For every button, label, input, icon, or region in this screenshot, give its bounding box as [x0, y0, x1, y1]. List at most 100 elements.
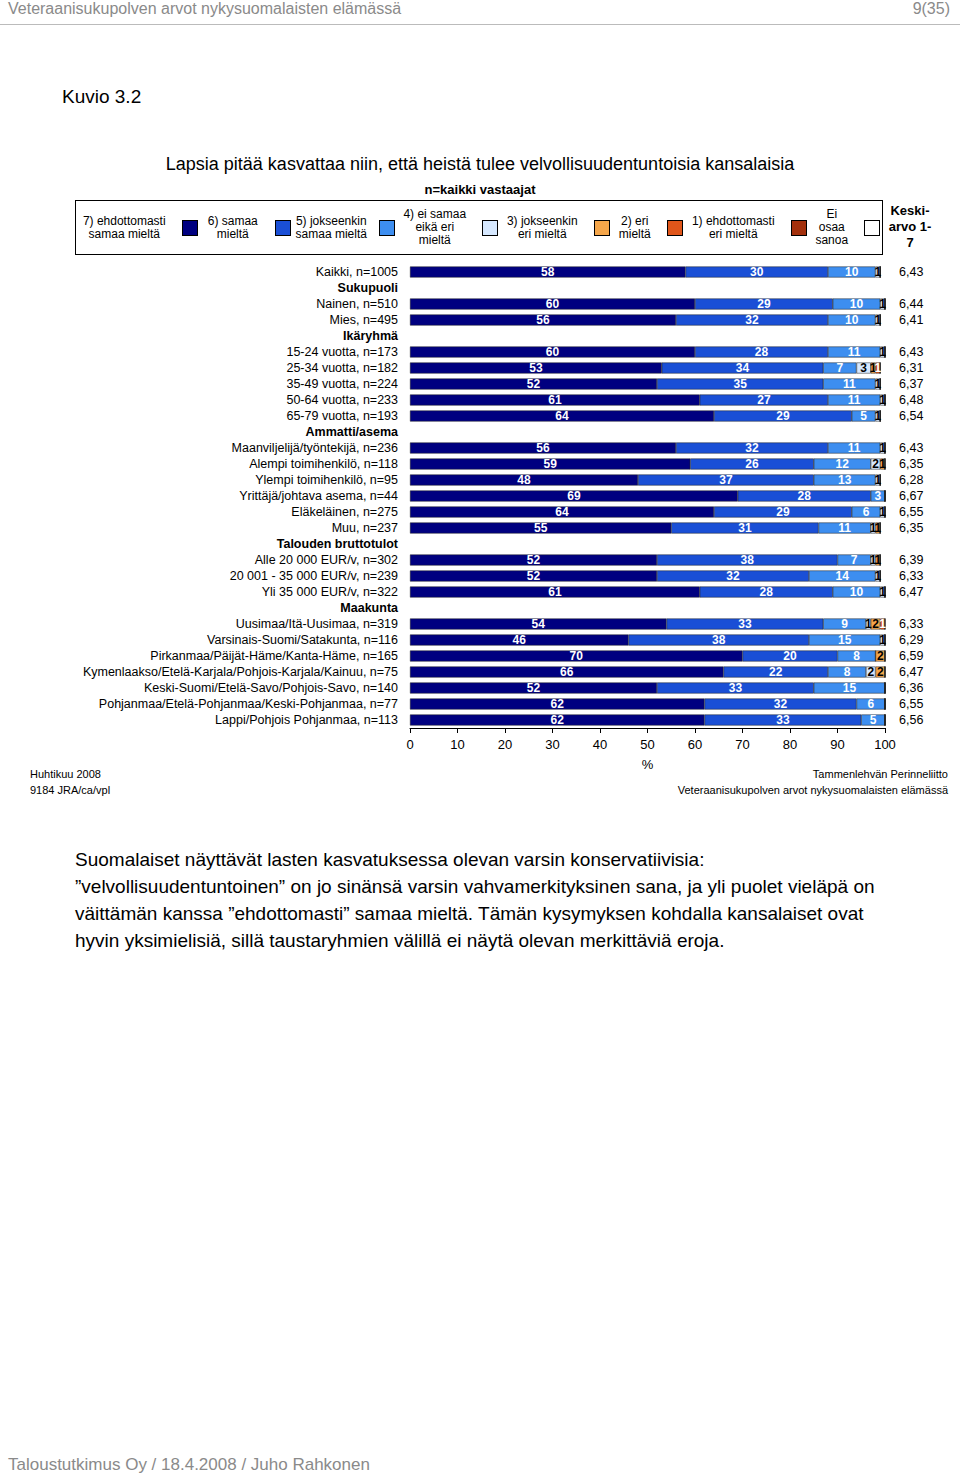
svg-text:100: 100 — [874, 737, 896, 752]
svg-text:6,55: 6,55 — [899, 697, 923, 711]
svg-text:6,33: 6,33 — [899, 569, 923, 583]
svg-text:6,29: 6,29 — [899, 633, 923, 647]
svg-text:56: 56 — [536, 441, 550, 455]
svg-text:22: 22 — [769, 665, 783, 679]
svg-text:10: 10 — [845, 265, 859, 279]
svg-text:37: 37 — [719, 473, 733, 487]
svg-text:1: 1 — [875, 313, 882, 327]
svg-text:20 001 - 35 000 EUR/v, n=239: 20 001 - 35 000 EUR/v, n=239 — [230, 569, 398, 583]
svg-text:6,44: 6,44 — [899, 297, 923, 311]
svg-text:56: 56 — [536, 313, 550, 327]
svg-text:2: 2 — [877, 665, 884, 679]
svg-text:11: 11 — [838, 521, 851, 535]
svg-text:6,47: 6,47 — [899, 585, 923, 599]
svg-text:Pirkanmaa/Päijät-Häme/Kanta-Hä: Pirkanmaa/Päijät-Häme/Kanta-Häme, n=165 — [150, 649, 398, 663]
svg-text:1: 1 — [879, 345, 886, 359]
svg-text:1: 1 — [879, 441, 886, 455]
svg-text:10: 10 — [850, 585, 864, 599]
svg-text:1: 1 — [865, 617, 872, 631]
svg-text:65-79 vuotta, n=193: 65-79 vuotta, n=193 — [286, 409, 398, 423]
svg-text:33: 33 — [738, 617, 752, 631]
svg-text:6,67: 6,67 — [899, 489, 923, 503]
svg-text:52: 52 — [527, 553, 541, 567]
svg-text:n=kaikki vastaajat: n=kaikki vastaajat — [425, 182, 537, 197]
svg-text:1: 1 — [875, 265, 882, 279]
svg-text:6,43: 6,43 — [899, 441, 923, 455]
svg-text:70: 70 — [735, 737, 749, 752]
svg-text:Ammatti/asema: Ammatti/asema — [306, 425, 399, 439]
svg-text:29: 29 — [776, 505, 790, 519]
svg-text:Varsinais-Suomi/Satakunta, n=1: Varsinais-Suomi/Satakunta, n=116 — [207, 633, 398, 647]
svg-text:6,47: 6,47 — [899, 665, 923, 679]
svg-text:29: 29 — [757, 297, 771, 311]
svg-text:6,59: 6,59 — [899, 649, 923, 663]
svg-text:48: 48 — [517, 473, 531, 487]
svg-text:Sukupuoli: Sukupuoli — [338, 281, 398, 295]
svg-text:14: 14 — [836, 569, 850, 583]
svg-text:7: 7 — [851, 553, 858, 567]
svg-text:Maanviljelijä/työntekijä, n=23: Maanviljelijä/työntekijä, n=236 — [232, 441, 398, 455]
svg-text:40: 40 — [593, 737, 607, 752]
svg-text:2: 2 — [872, 457, 879, 471]
svg-text:Eläkeläinen, n=275: Eläkeläinen, n=275 — [291, 505, 398, 519]
svg-text:33: 33 — [729, 681, 743, 695]
svg-text:Muu, n=237: Muu, n=237 — [332, 521, 398, 535]
svg-text:69: 69 — [567, 489, 581, 503]
svg-text:6,41: 6,41 — [899, 313, 923, 327]
svg-text:Keski-Suomi/Etelä-Savo/Pohjois: Keski-Suomi/Etelä-Savo/Pohjois-Savo, n=1… — [144, 681, 398, 695]
svg-text:25-34 vuotta, n=182: 25-34 vuotta, n=182 — [286, 361, 398, 375]
svg-text:6: 6 — [867, 697, 874, 711]
svg-text:52: 52 — [527, 569, 541, 583]
svg-text:Alempi toimihenkilö, n=118: Alempi toimihenkilö, n=118 — [249, 457, 398, 471]
svg-text:6,35: 6,35 — [899, 457, 923, 471]
svg-text:70: 70 — [570, 649, 584, 663]
svg-text:%: % — [642, 757, 654, 772]
svg-text:5: 5 — [870, 713, 877, 727]
svg-text:11: 11 — [848, 441, 861, 455]
svg-text:50-64 vuotta, n=233: 50-64 vuotta, n=233 — [286, 393, 398, 407]
svg-text:6: 6 — [863, 505, 870, 519]
svg-text:32: 32 — [726, 569, 740, 583]
svg-text:20: 20 — [783, 649, 797, 663]
svg-text:6,28: 6,28 — [899, 473, 923, 487]
svg-text:10: 10 — [850, 297, 864, 311]
svg-text:50: 50 — [640, 737, 654, 752]
svg-text:7: 7 — [837, 361, 844, 375]
svg-text:1: 1 — [875, 361, 882, 375]
svg-text:46: 46 — [513, 633, 527, 647]
svg-text:11: 11 — [843, 377, 856, 391]
svg-text:28: 28 — [798, 489, 812, 503]
svg-text:6,55: 6,55 — [899, 505, 923, 519]
svg-text:32: 32 — [745, 441, 759, 455]
svg-text:1: 1 — [875, 473, 882, 487]
svg-text:30: 30 — [545, 737, 559, 752]
svg-text:Uusimaa/Itä-Uusimaa, n=319: Uusimaa/Itä-Uusimaa, n=319 — [236, 617, 398, 631]
svg-text:10: 10 — [450, 737, 464, 752]
svg-text:1: 1 — [879, 505, 886, 519]
svg-text:54: 54 — [532, 617, 546, 631]
svg-text:8: 8 — [853, 649, 860, 663]
svg-text:35-49 vuotta, n=224: 35-49 vuotta, n=224 — [286, 377, 398, 391]
svg-text:28: 28 — [760, 585, 774, 599]
svg-text:Ikäryhmä: Ikäryhmä — [343, 329, 398, 343]
svg-text:58: 58 — [541, 265, 555, 279]
svg-text:59: 59 — [543, 457, 557, 471]
svg-text:Ylempi toimihenkilö, n=95: Ylempi toimihenkilö, n=95 — [255, 473, 398, 487]
svg-text:29: 29 — [776, 409, 790, 423]
svg-text:5: 5 — [860, 409, 867, 423]
svg-text:2: 2 — [867, 665, 874, 679]
svg-text:61: 61 — [548, 393, 562, 407]
svg-text:0: 0 — [406, 737, 413, 752]
svg-text:15-24 vuotta, n=173: 15-24 vuotta, n=173 — [286, 345, 398, 359]
svg-text:32: 32 — [745, 313, 759, 327]
svg-text:15: 15 — [843, 681, 857, 695]
svg-text:10: 10 — [845, 313, 859, 327]
svg-text:6,43: 6,43 — [899, 345, 923, 359]
svg-text:Lapsia pitää kasvattaa niin, e: Lapsia pitää kasvattaa niin, että heistä… — [166, 154, 795, 174]
svg-text:20: 20 — [498, 737, 512, 752]
svg-text:Nainen, n=510: Nainen, n=510 — [316, 297, 398, 311]
svg-text:15: 15 — [838, 633, 852, 647]
svg-text:6,54: 6,54 — [899, 409, 923, 423]
svg-text:1: 1 — [875, 569, 882, 583]
svg-text:3: 3 — [875, 489, 882, 503]
